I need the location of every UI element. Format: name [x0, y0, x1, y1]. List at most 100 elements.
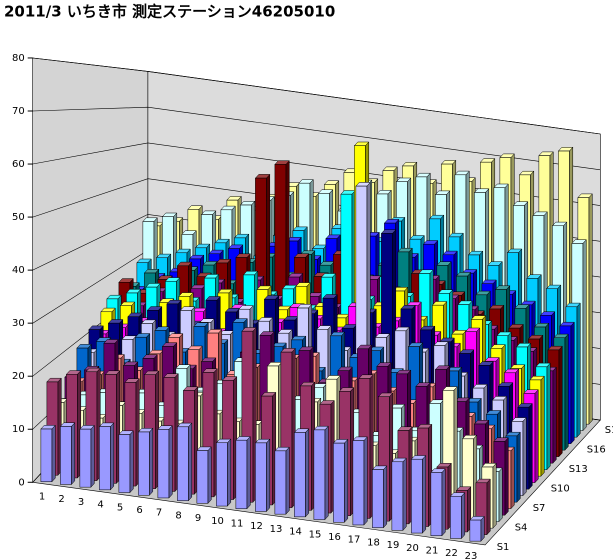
bar-front: [352, 440, 365, 526]
x-tick-label: 12: [250, 521, 263, 532]
bar-front: [372, 469, 384, 528]
bar-side: [90, 424, 95, 488]
bar: [469, 515, 485, 542]
bar-side: [486, 478, 491, 536]
bar: [410, 454, 427, 534]
series-label: S10: [551, 484, 570, 495]
bar-side: [540, 375, 545, 477]
bar-side: [498, 467, 503, 523]
bar-side: [402, 457, 407, 532]
bar-side: [492, 462, 497, 529]
series-label: S13: [569, 464, 588, 475]
bar: [235, 435, 251, 510]
bar: [274, 446, 290, 515]
y-tick-label: 60: [12, 159, 25, 170]
x-tick-label: 2: [58, 494, 64, 505]
bar-side: [528, 402, 533, 490]
grid-line: [32, 57, 601, 135]
x-tick-label: 22: [445, 548, 458, 559]
bar: [79, 424, 95, 488]
bar-front: [118, 434, 131, 493]
chart-title: 2011/3 いちき市 測定ステーション46205010: [4, 3, 335, 21]
y-tick-label: 40: [12, 265, 25, 276]
series-label: S1: [497, 542, 510, 553]
y-tick-label: 0: [18, 477, 24, 488]
bar: [371, 465, 388, 529]
bar-side: [510, 446, 515, 510]
y-tick-label: 20: [12, 371, 25, 382]
grid-line: [32, 106, 601, 171]
series-label: S4: [515, 523, 528, 534]
bar-front: [294, 432, 306, 518]
x-tick-label: 23: [465, 551, 478, 560]
x-tick-label: 14: [289, 527, 302, 538]
bar-side: [570, 321, 575, 445]
bar-side: [534, 389, 539, 484]
bar: [176, 422, 193, 502]
bar: [98, 422, 115, 491]
bar-side: [51, 424, 56, 483]
bar: [196, 446, 212, 505]
bar-front: [196, 450, 209, 504]
x-tick-label: 7: [156, 508, 162, 519]
bar: [137, 427, 154, 496]
bar-side: [441, 468, 446, 537]
bar-side: [461, 491, 466, 540]
bar: [391, 457, 407, 532]
bar-side: [285, 446, 290, 515]
y-tick-label: 30: [12, 318, 25, 329]
bar-side: [266, 438, 271, 513]
bar-side: [480, 515, 485, 542]
x-tick-label: 18: [367, 537, 380, 548]
bar-side: [246, 435, 251, 510]
bar-side: [207, 446, 212, 505]
bar-front: [79, 428, 92, 488]
bar: [118, 430, 134, 494]
bar-side: [324, 425, 329, 521]
bar: [475, 478, 491, 536]
x-tick-label: 15: [309, 529, 322, 540]
y-tick-label: 10: [12, 424, 25, 435]
x-tick-label: 17: [348, 535, 361, 546]
y-tick-label: 80: [12, 53, 25, 64]
bar: [332, 438, 349, 523]
bar-front: [411, 458, 423, 534]
bar-side: [110, 422, 115, 491]
bar-side: [546, 362, 551, 471]
bar-front: [40, 428, 53, 483]
bar-side: [576, 302, 581, 438]
x-tick-label: 8: [175, 510, 181, 521]
y-tick-label: 50: [12, 212, 25, 223]
bar-side: [305, 428, 310, 518]
x-tick-label: 20: [406, 543, 419, 554]
x-tick-label: 5: [117, 502, 123, 513]
x-tick-label: 9: [195, 513, 201, 524]
x-tick-label: 6: [136, 505, 142, 516]
bar: [157, 425, 173, 499]
bar-side: [522, 416, 527, 497]
x-tick-label: 21: [426, 546, 439, 557]
x-tick-label: 13: [270, 524, 283, 535]
bar: [215, 438, 232, 507]
bar-side: [504, 437, 509, 516]
bar-side: [168, 425, 173, 499]
x-tick-label: 4: [97, 500, 103, 511]
bar-side: [588, 193, 593, 425]
bar-front: [430, 472, 443, 537]
bar-front: [333, 442, 345, 523]
bar-front: [391, 461, 404, 531]
bar-front: [469, 519, 482, 542]
bar-side: [71, 422, 76, 486]
series-label: S16: [587, 445, 606, 456]
x-tick-label: 11: [231, 519, 244, 530]
y-tick-label: 70: [12, 106, 25, 117]
bar-front: [313, 429, 326, 520]
bar-side: [227, 438, 232, 507]
bar-side: [344, 438, 349, 523]
bar-side: [422, 454, 427, 534]
bar-side: [552, 366, 557, 464]
x-tick-label: 10: [211, 516, 224, 527]
bar: [293, 428, 310, 518]
bar-side: [564, 333, 569, 451]
